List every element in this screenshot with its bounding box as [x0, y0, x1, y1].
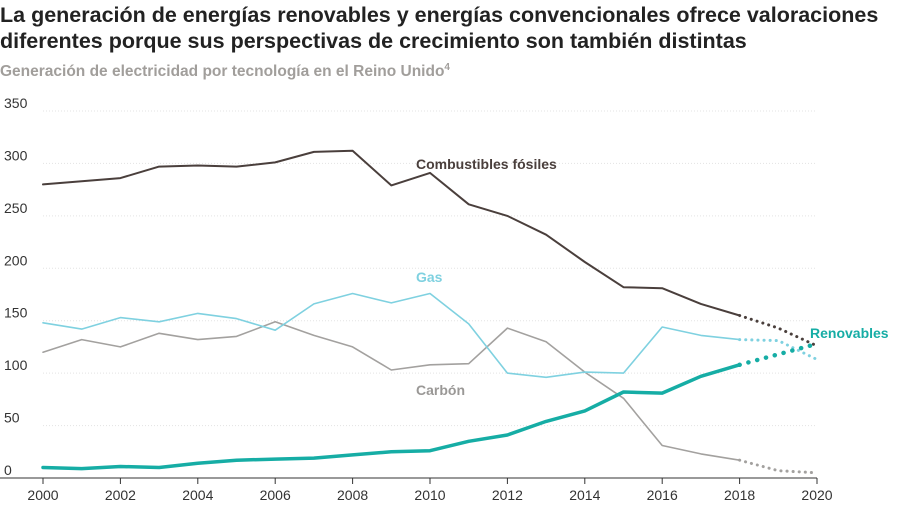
x-axis: 2000 2002 2004 2006 2008 2010 2012 2014 2016 2018… [0, 477, 833, 503]
page-title: La generación de energías renovables y e… [0, 2, 912, 54]
x-tick-label-2012: 2012 [492, 487, 523, 503]
y-tick-label-150: 150 [4, 305, 28, 321]
x-tick-label-2004: 2004 [182, 487, 213, 503]
y-axis: 0 50 100 150 200 250 300 350 [4, 95, 28, 478]
series-labels: Carbón Gas Combustibles fósiles Renovables [416, 156, 889, 398]
series-label-combustibles-fosiles: Combustibles fósiles [416, 156, 557, 172]
y-tick-label-0: 0 [4, 462, 12, 478]
gridlines [43, 110, 817, 427]
series-projection-gas [738, 338, 819, 361]
y-tick-label-50: 50 [4, 410, 20, 426]
x-tick-label-2010: 2010 [414, 487, 445, 503]
series-line-renovables [41, 363, 742, 471]
page-title-line-1: La generación de energías renovables y e… [0, 3, 879, 27]
x-tick-label-2006: 2006 [260, 487, 291, 503]
x-tick-label-2018: 2018 [724, 487, 755, 503]
series-label-gas: Gas [416, 269, 443, 285]
x-tick-label-2016: 2016 [647, 487, 678, 503]
y-tick-label-100: 100 [4, 357, 28, 373]
y-tick-label-200: 200 [4, 252, 28, 268]
series-line-combustibles-fosiles [42, 149, 741, 317]
series-layer [41, 149, 820, 475]
page-subtitle-text: Generación de electricidad por tecnologí… [0, 63, 445, 81]
x-tick-label-2000: 2000 [27, 487, 58, 503]
series-projection-combustibles-fosiles [738, 314, 819, 348]
y-tick-label-300: 300 [4, 147, 28, 163]
x-tick-label-2008: 2008 [337, 487, 368, 503]
x-tick-label-2002: 2002 [105, 487, 136, 503]
series-line-gas [42, 292, 741, 379]
y-tick-label-350: 350 [4, 95, 28, 111]
page-title-line-2: diferentes porque sus perspectivas de cr… [0, 29, 747, 53]
page-subtitle: Generación de electricidad por tecnologí… [0, 62, 450, 81]
x-tick-label-2020: 2020 [801, 487, 832, 503]
series-projection-renovables [737, 341, 820, 368]
series-label-renovables: Renovables [810, 325, 889, 341]
series-label-carbon: Carbón [416, 382, 465, 398]
footnote-marker: 4 [444, 62, 450, 73]
series-projection-carbon [738, 458, 819, 475]
x-tick-label-2014: 2014 [569, 487, 600, 503]
y-tick-label-250: 250 [4, 200, 28, 216]
